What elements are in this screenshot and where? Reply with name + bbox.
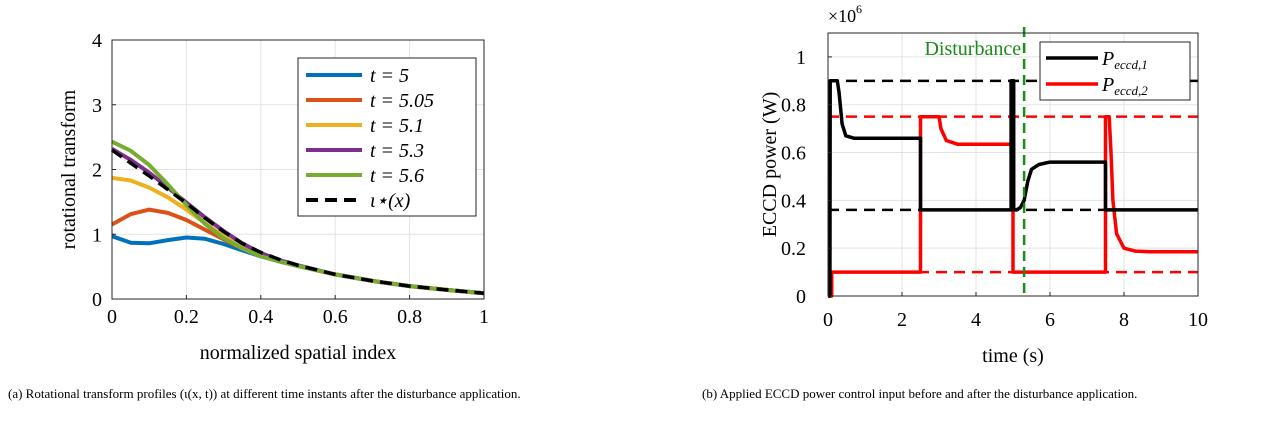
chart-b-x-tick-label: 0 xyxy=(823,309,833,331)
chart-a-y-tick-label: 1 xyxy=(92,224,102,246)
chart-b-y-tick-label: 0.2 xyxy=(781,238,806,260)
chart-b-series-line-red xyxy=(828,114,1198,298)
chart-a-x-tick-label: 1 xyxy=(479,306,489,328)
chart-a-legend-label-0: t = 5 xyxy=(370,65,409,87)
chart-b-x-tick-label: 6 xyxy=(1045,309,1055,331)
chart-b-y-tick-label: 0.8 xyxy=(781,95,806,117)
chart-a-x-tick-label: 0.8 xyxy=(397,306,422,328)
chart-a-x-tick-label: 0 xyxy=(107,306,117,328)
chart-b-exponent-label: ×10 xyxy=(828,6,856,26)
chart-b-axes-frame xyxy=(827,32,1199,297)
chart-a-series-line-1 xyxy=(111,207,485,296)
chart-b-x-tick-label: 8 xyxy=(1119,309,1129,331)
chart-b-x-tick-label: 4 xyxy=(971,309,981,331)
chart-a-legend-label-2: t = 5.1 xyxy=(370,115,424,137)
chart-b-legend-box xyxy=(1039,41,1191,101)
caption-a: (a) Rotational transform profiles (ι(x, … xyxy=(8,386,521,401)
chart-a-legend-label-3: t = 5.3 xyxy=(370,140,424,162)
chart-b-x-tick-label: 10 xyxy=(1188,309,1208,331)
chart-a-y-tick-label: 2 xyxy=(92,160,102,182)
chart-a-y-axis-label: rotational transform xyxy=(58,89,80,249)
chart-a-x-tick-label: 0.2 xyxy=(174,306,199,328)
chart-b-series-line-black xyxy=(828,79,1198,298)
chart-a-x-axis-label: normalized spatial index xyxy=(200,342,397,364)
chart-a-legend-label-5: ι⋆(x) xyxy=(370,190,411,212)
chart-a-legend-label-1: t = 5.05 xyxy=(370,90,434,112)
caption-b: (b) Applied ECCD power control input bef… xyxy=(702,386,1138,401)
chart-b-y-tick-label: 0 xyxy=(796,286,806,308)
chart-a-series-line-5 xyxy=(111,148,485,295)
chart-b-x-axis-label: time (s) xyxy=(982,345,1044,367)
chart-a-x-tick-label: 0.4 xyxy=(248,306,273,328)
chart-a-legend-label-4: t = 5.6 xyxy=(370,165,424,187)
chart-a-y-tick-label: 0 xyxy=(92,289,102,311)
chart-b-annotation: Disturbance xyxy=(924,38,1021,60)
chart-a-y-tick-label: 4 xyxy=(92,30,102,52)
chart-a-legend-box xyxy=(297,57,477,217)
chart-a-rotational-transform: 0 0.2 0.4 0.6 0.8 1 0 1 2 3 4 normalized spatial in… xyxy=(58,30,489,364)
chart-b-x-tick-label: 2 xyxy=(897,309,907,331)
chart-b-exponent-power: 6 xyxy=(856,2,862,16)
chart-a-y-tick-label: 3 xyxy=(92,95,102,117)
chart-a-x-tick-label: 0.6 xyxy=(323,306,348,328)
chart-b-y-tick-label: 0.4 xyxy=(781,190,806,212)
chart-b-y-axis-label: ECCD power (W) xyxy=(759,92,781,238)
chart-b-y-tick-label: 1 xyxy=(796,47,806,69)
chart-b-y-tick-label: 0.6 xyxy=(781,143,806,165)
